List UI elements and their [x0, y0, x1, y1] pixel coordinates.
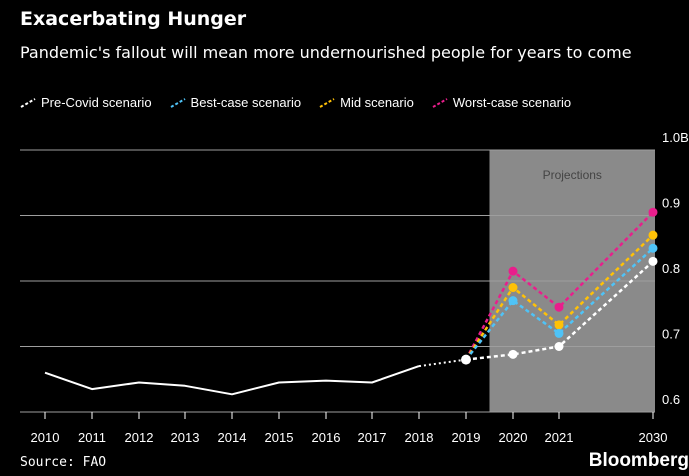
- legend-item-mid: Mid scenario: [319, 95, 414, 110]
- legend-swatch-best-case: [170, 97, 186, 108]
- series-line-worst-case-scenario: [464, 211, 654, 361]
- data-point-mid-scenario: [554, 320, 564, 330]
- x-tick-label: 2014: [218, 430, 247, 445]
- legend-item-pre-covid: Pre-Covid scenario: [20, 95, 152, 110]
- legend-label-worst-case: Worst-case scenario: [452, 95, 572, 110]
- data-point-best-case-scenario: [554, 328, 564, 338]
- data-point-pre-covid-scenario: [648, 256, 658, 266]
- x-tick-label: 2012: [125, 430, 154, 445]
- y-tick-label: 0.8: [662, 261, 680, 276]
- series-line-best-case-scenario: [465, 247, 654, 361]
- legend-swatch-pre-covid: [20, 97, 36, 108]
- projections-label: Projections: [543, 168, 602, 182]
- source-note: Source: FAO: [20, 455, 107, 470]
- x-tick-label: 2016: [312, 430, 341, 445]
- y-tick-label: 0.6: [662, 392, 680, 407]
- series-line-mid-scenario: [464, 234, 654, 361]
- x-tick-label: 2013: [171, 430, 200, 445]
- data-point-best-case-scenario: [648, 243, 658, 253]
- x-tick-label: 2030: [639, 430, 668, 445]
- legend-item-worst-case: Worst-case scenario: [432, 95, 571, 110]
- x-tick-label: 2021: [545, 430, 574, 445]
- x-tick-label: 2020: [499, 430, 528, 445]
- series-line-pre-covid-scenario: [465, 260, 654, 361]
- x-tick-label: 2017: [358, 430, 387, 445]
- y-tick-label: 1.0B: [662, 130, 689, 145]
- data-point-mid-scenario: [648, 230, 658, 240]
- legend-item-best-case: Best-case scenario: [170, 95, 302, 110]
- legend-swatch-mid: [319, 97, 335, 108]
- data-point-pre-covid-scenario: [554, 342, 564, 351]
- y-tick-label: 0.9: [662, 196, 680, 211]
- x-tick-label: 2015: [265, 430, 294, 445]
- historical-connector: [418, 358, 467, 368]
- brand-logo: Bloomberg: [588, 450, 689, 471]
- chart-subtitle: Pandemic's fallout will mean more undern…: [20, 43, 632, 62]
- legend-label-pre-covid: Pre-Covid scenario: [41, 95, 152, 110]
- x-tick-label: 2011: [78, 430, 106, 445]
- x-tick-label: 2019: [452, 430, 481, 445]
- x-tick-label: 2010: [31, 430, 60, 445]
- legend-swatch-worst-case: [432, 97, 448, 108]
- data-point-2019: [461, 354, 471, 365]
- data-point-worst-case-scenario: [648, 207, 658, 217]
- chart-title: Exacerbating Hunger: [20, 8, 247, 30]
- data-point-worst-case-scenario: [554, 302, 564, 312]
- x-tick-label: 2018: [405, 430, 434, 445]
- data-point-best-case-scenario: [508, 296, 518, 306]
- legend: Pre-Covid scenario Best-case scenario Mi…: [20, 95, 571, 110]
- data-point-mid-scenario: [508, 283, 518, 293]
- data-point-pre-covid-scenario: [508, 349, 518, 359]
- y-tick-label: 0.7: [662, 327, 680, 342]
- data-point-worst-case-scenario: [508, 266, 518, 276]
- legend-label-best-case: Best-case scenario: [190, 95, 302, 110]
- historical-line: [44, 365, 420, 396]
- legend-label-mid: Mid scenario: [340, 95, 414, 110]
